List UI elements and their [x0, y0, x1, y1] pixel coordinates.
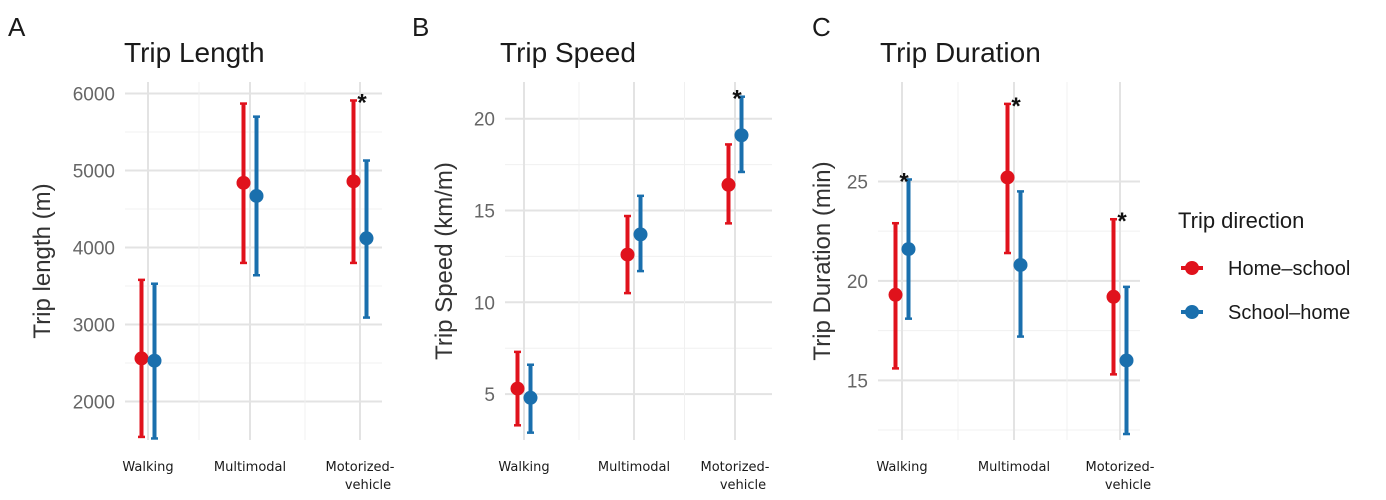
- x-tick-label: Multimodal: [214, 460, 286, 475]
- x-tick-label: Walking: [122, 460, 173, 475]
- mean-point: [147, 353, 162, 368]
- legend-key-point: [1185, 261, 1199, 275]
- legend: Trip direction Home–school School–home: [1178, 208, 1350, 324]
- gridlines: [125, 82, 382, 440]
- mean-point: [346, 174, 361, 189]
- mean-point: [1000, 170, 1015, 185]
- x-tick-label: Motorized-: [326, 460, 395, 475]
- significance-star: *: [357, 89, 367, 116]
- x-tick-label: vehicle: [720, 478, 766, 493]
- x-tick-label: Motorized-: [1086, 460, 1155, 475]
- y-tick-label: 20: [847, 272, 868, 293]
- panel-letter: A: [8, 12, 26, 42]
- y-tick-label: 25: [847, 172, 868, 193]
- mean-point: [888, 287, 903, 302]
- y-tick-label: 5000: [73, 162, 115, 183]
- series-home-school: [134, 99, 361, 439]
- series-school-home: [147, 115, 374, 440]
- mean-point: [901, 242, 916, 257]
- x-tick-label: Motorized-: [701, 460, 770, 475]
- mean-point: [359, 231, 374, 246]
- y-tick-label: 2000: [73, 393, 115, 414]
- significance-star: *: [1011, 93, 1021, 120]
- x-tick-label: Multimodal: [978, 460, 1050, 475]
- series-school-home: [523, 95, 749, 434]
- x-tick-label: Walking: [498, 460, 549, 475]
- gridlines: [878, 82, 1140, 440]
- mean-point: [633, 227, 648, 242]
- significance-star: *: [1117, 208, 1127, 235]
- y-tick-label: 6000: [73, 85, 115, 106]
- y-tick-label: 20: [474, 110, 495, 131]
- series-home-school: [888, 102, 1121, 376]
- mean-point: [523, 390, 538, 405]
- mean-point: [620, 247, 635, 262]
- panel-a: A Trip Length Trip length (m) 2000 3000 4000 5…: [8, 12, 395, 493]
- y-axis-label: Trip Speed (km/m): [431, 162, 458, 360]
- mean-point: [1013, 257, 1028, 272]
- series-home-school: [510, 143, 736, 427]
- series-school-home: [901, 178, 1134, 436]
- x-tick-label: Walking: [876, 460, 927, 475]
- y-axis-label: Trip Duration (min): [809, 161, 836, 360]
- panel-c: C Trip Duration Trip Duration (min) 15 20 25 W…: [809, 12, 1155, 493]
- panel-b: B Trip Speed Trip Speed (km/m) 5 10 15 20 Walki…: [412, 12, 772, 493]
- mean-point: [236, 175, 251, 190]
- legend-label: School–home: [1228, 302, 1350, 324]
- mean-point: [721, 177, 736, 192]
- panel-title: Trip Speed: [500, 37, 636, 68]
- panel-title: Trip Duration: [880, 37, 1041, 68]
- y-tick-label: 5: [484, 385, 495, 406]
- legend-key-point: [1185, 305, 1199, 319]
- y-tick-label: 15: [847, 371, 868, 392]
- y-tick-label: 4000: [73, 239, 115, 260]
- y-axis-label: Trip length (m): [29, 183, 56, 338]
- mean-point: [249, 188, 264, 203]
- x-tick-label: Multimodal: [598, 460, 670, 475]
- mean-point: [734, 128, 749, 143]
- x-tick-label: vehicle: [1105, 478, 1151, 493]
- mean-point: [510, 381, 525, 396]
- y-tick-label: 10: [474, 293, 495, 314]
- x-tick-label: vehicle: [345, 478, 391, 493]
- significance-star: *: [899, 168, 909, 195]
- mean-point: [1106, 289, 1121, 304]
- panel-title: Trip Length: [124, 37, 265, 68]
- legend-label: Home–school: [1228, 258, 1350, 280]
- mean-point: [134, 351, 149, 366]
- panel-letter: C: [812, 12, 831, 42]
- mean-point: [1119, 353, 1134, 368]
- legend-title: Trip direction: [1178, 208, 1304, 233]
- y-tick-label: 3000: [73, 316, 115, 337]
- panel-letter: B: [412, 12, 429, 42]
- significance-star: *: [732, 86, 742, 113]
- y-tick-label: 15: [474, 202, 495, 223]
